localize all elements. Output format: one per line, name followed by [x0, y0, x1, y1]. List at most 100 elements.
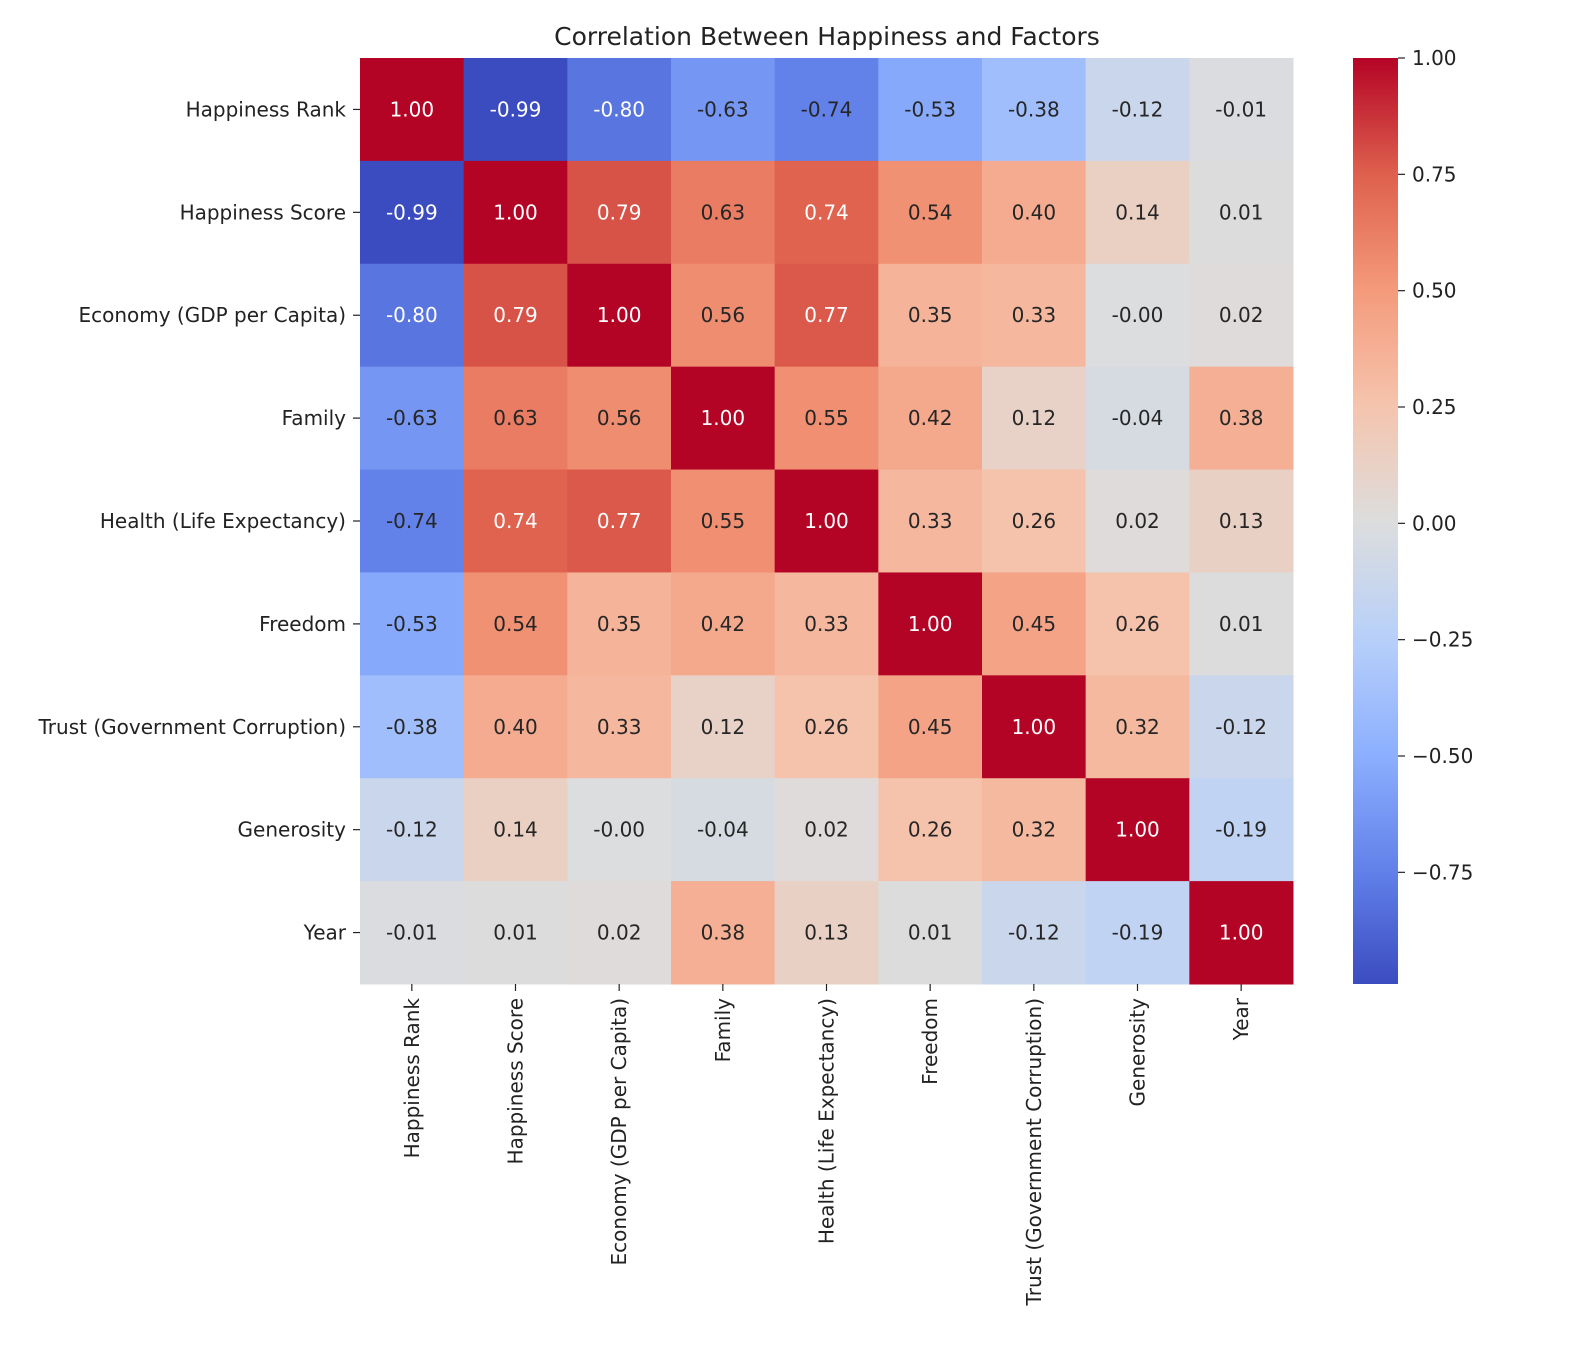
heatmap-cell — [878, 572, 983, 676]
heatmap-cell — [1085, 469, 1190, 573]
heatmap-cell — [1085, 366, 1190, 471]
heatmap-cell — [982, 778, 1087, 882]
cell-annotation: 0.33 — [908, 509, 953, 533]
heatmap-cell — [567, 469, 672, 573]
cell-annotation: -0.04 — [1112, 406, 1164, 430]
heatmap-cell — [671, 263, 776, 368]
cell-annotation: 0.02 — [1115, 509, 1160, 533]
cell-annotation: 0.45 — [908, 715, 953, 739]
colorbar-tick-label: 0.50 — [1412, 279, 1457, 303]
cell-annotation: -0.74 — [386, 509, 438, 533]
y-tick-label: Economy (GDP per Capita) — [78, 303, 346, 327]
heatmap-cell — [671, 572, 776, 676]
x-tick-label: Generosity — [1126, 998, 1150, 1107]
cell-annotation: 1.00 — [493, 200, 538, 224]
heatmap-cell — [774, 366, 879, 471]
colorbar — [1353, 58, 1398, 984]
heatmap-cell — [463, 881, 568, 985]
heatmap-cell — [567, 675, 672, 779]
cell-annotation: -0.12 — [1008, 921, 1060, 945]
heatmap-cell — [982, 160, 1087, 265]
cell-annotation: 0.26 — [1012, 509, 1057, 533]
heatmap-cell — [774, 263, 879, 368]
heatmap-cell — [1189, 263, 1294, 368]
heatmap-cell — [463, 58, 568, 162]
cell-annotation: -0.00 — [593, 818, 645, 842]
cell-annotation: 0.79 — [597, 200, 642, 224]
colorbar-tick-label: 0.75 — [1412, 162, 1457, 186]
cell-annotation: 0.40 — [1012, 200, 1057, 224]
heatmap-cell — [671, 469, 776, 573]
colorbar-tick-label: 1.00 — [1412, 46, 1457, 70]
cell-annotation: 0.54 — [493, 612, 538, 636]
colorbar-tick-label: 0.25 — [1412, 395, 1457, 419]
cell-annotation: 1.00 — [701, 406, 746, 430]
cell-annotation: 0.35 — [908, 303, 953, 327]
heatmap-cell — [1085, 675, 1190, 779]
heatmap-cell — [774, 675, 879, 779]
heatmap-cell — [463, 263, 568, 368]
heatmap-cell — [982, 881, 1087, 985]
cell-annotation: 0.02 — [1219, 303, 1264, 327]
cell-annotation: 1.00 — [597, 303, 642, 327]
heatmap-cell — [360, 366, 465, 471]
heatmap-cell — [1085, 160, 1190, 265]
cell-annotation: 0.01 — [1219, 200, 1264, 224]
heatmap-cell — [878, 881, 983, 985]
cell-annotation: 1.00 — [1012, 715, 1057, 739]
cell-annotation: 0.77 — [597, 509, 642, 533]
heatmap-cell — [878, 58, 983, 162]
heatmap-cell — [878, 469, 983, 573]
cell-annotation: 1.00 — [804, 509, 849, 533]
heatmap-cell — [1189, 572, 1294, 676]
heatmap-cell — [360, 58, 465, 162]
cell-annotation: 0.56 — [701, 303, 746, 327]
heatmap-cell — [878, 263, 983, 368]
heatmap-cell — [1085, 263, 1190, 368]
heatmap-cell — [878, 675, 983, 779]
heatmap-cell — [774, 160, 879, 265]
heatmap-cell — [774, 58, 879, 162]
heatmap-cell — [360, 469, 465, 573]
heatmap-cell — [671, 881, 776, 985]
cell-annotation: 0.79 — [493, 303, 538, 327]
cell-annotation: 0.63 — [701, 200, 746, 224]
cell-annotation: -0.12 — [1112, 97, 1164, 121]
y-tick-label: Year — [303, 921, 347, 945]
y-tick-label: Family — [282, 406, 347, 430]
y-tick-label: Happiness Rank — [186, 97, 347, 121]
cell-annotation: -0.80 — [386, 303, 438, 327]
heatmap-cell — [671, 160, 776, 265]
heatmap-cell — [463, 778, 568, 882]
heatmap-cell — [1189, 58, 1294, 162]
heatmap-cell — [360, 778, 465, 882]
heatmap-cell — [982, 366, 1087, 471]
heatmap-cell — [671, 675, 776, 779]
cell-annotation: -0.74 — [801, 97, 853, 121]
cell-annotation: 1.00 — [1219, 921, 1264, 945]
x-tick-label: Freedom — [918, 998, 942, 1085]
chart-title: Correlation Between Happiness and Factor… — [554, 22, 1100, 51]
colorbar-tick-label: 0.00 — [1412, 511, 1457, 535]
cell-annotation: 0.13 — [804, 921, 849, 945]
cell-annotation: 0.14 — [493, 818, 538, 842]
cell-annotation: -0.63 — [697, 97, 749, 121]
cell-annotation: 1.00 — [390, 97, 435, 121]
colorbar-tick-label: −0.50 — [1412, 744, 1473, 768]
cell-annotation: 0.74 — [493, 509, 538, 533]
cell-annotation: 1.00 — [908, 612, 953, 636]
cell-annotation: 0.32 — [1115, 715, 1160, 739]
heatmap-cell — [671, 366, 776, 471]
cell-annotation: 0.33 — [804, 612, 849, 636]
heatmap-cell — [463, 675, 568, 779]
y-tick-label: Trust (Government Corruption) — [38, 715, 346, 739]
cell-annotation: 0.33 — [597, 715, 642, 739]
heatmap-cell — [463, 160, 568, 265]
cell-annotation: 0.42 — [701, 612, 746, 636]
heatmap-cell — [360, 263, 465, 368]
heatmap-cell — [774, 778, 879, 882]
cell-annotation: 0.13 — [1219, 509, 1264, 533]
cell-annotation: -0.01 — [1215, 97, 1267, 121]
heatmap-cell — [567, 366, 672, 471]
heatmap-cell — [774, 469, 879, 573]
